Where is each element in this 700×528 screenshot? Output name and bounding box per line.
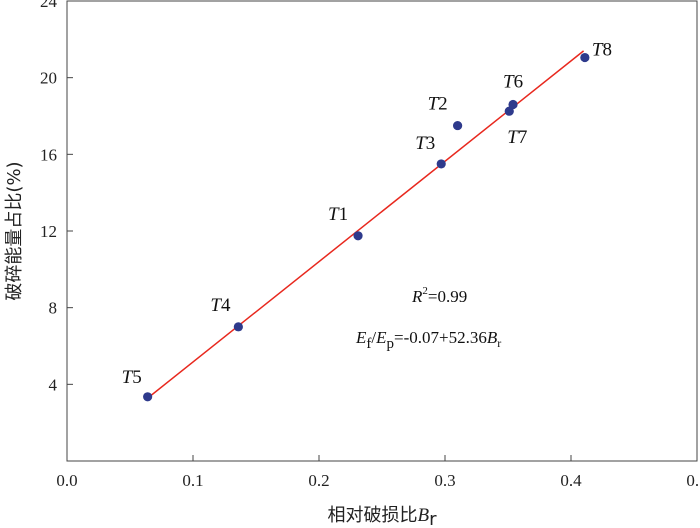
- point-label-T5: T5: [122, 367, 142, 388]
- y-tick-label-3: 16: [40, 145, 57, 164]
- y-tick-label-2: 12: [40, 222, 57, 241]
- data-point-T7: [504, 106, 514, 116]
- x-tick-label-4: 0.4: [560, 471, 582, 490]
- data-point-T6: [508, 99, 518, 110]
- y-tick-label-4: 20: [40, 69, 57, 88]
- x-tick-label-2: 0.2: [308, 471, 329, 490]
- point-label-T2: T2: [428, 94, 448, 115]
- data-point-T2: [453, 120, 463, 131]
- data-point-T1: [353, 231, 363, 241]
- data-points: [143, 52, 590, 402]
- fit-equation: Ef/Ep=-0.07+52.36Br: [355, 328, 501, 352]
- r-squared-annotation: R2=0.99: [411, 285, 467, 306]
- x-tick-label-1: 0.1: [182, 471, 203, 490]
- axis-ticks: [66, 0, 698, 461]
- data-point-T4: [233, 322, 243, 332]
- x-tick-label-5: 0.5: [686, 471, 700, 490]
- point-label-T8: T8: [592, 40, 612, 61]
- y-tick-label-1: 8: [49, 299, 58, 318]
- plot-frame: [66, 0, 698, 462]
- point-label-T3: T3: [415, 133, 435, 154]
- y-axis-title: 破碎能量占比(%): [4, 161, 25, 300]
- x-tick-label-0: 0.0: [56, 471, 77, 490]
- x-axis-title: 相对破损比Br: [327, 505, 437, 528]
- point-labels: T1 T2 T3 T4 T5 T6 T7 T8: [122, 40, 612, 388]
- data-point-T8: [580, 52, 590, 63]
- point-label-T4: T4: [210, 295, 231, 316]
- point-label-T1: T1: [328, 204, 348, 225]
- data-point-T3: [436, 159, 446, 169]
- y-tick-label-0: 4: [49, 375, 58, 394]
- point-label-T7: T7: [507, 127, 527, 148]
- point-label-T6: T6: [503, 72, 523, 93]
- y-tick-label-5: 24: [40, 0, 58, 11]
- x-tick-label-3: 0.3: [434, 471, 455, 490]
- tick-labels: 0.0 0.1 0.2 0.3 0.4 0.5 4 8 12 16 20 24: [40, 0, 700, 490]
- data-point-T5: [143, 392, 153, 402]
